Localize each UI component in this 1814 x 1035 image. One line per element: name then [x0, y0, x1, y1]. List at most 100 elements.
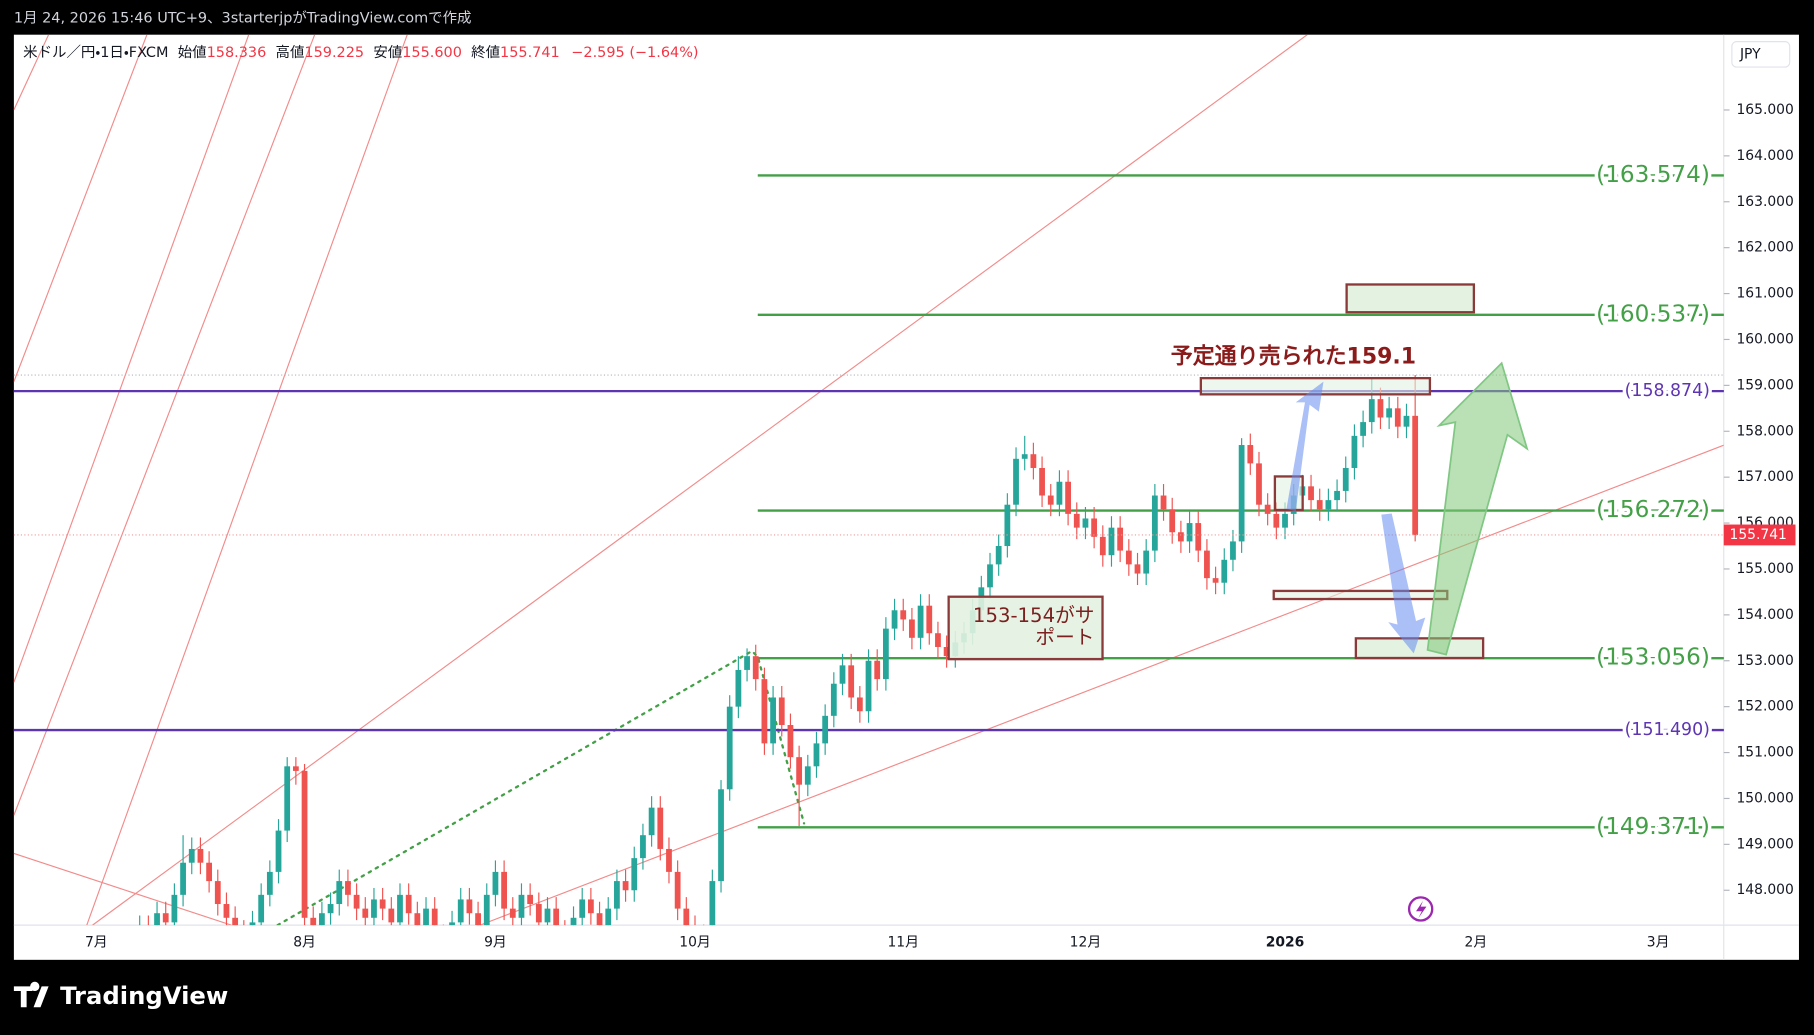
candle-body — [935, 633, 941, 647]
brand-icon — [13, 981, 49, 1008]
candle-body — [501, 871, 508, 909]
candle-body — [1351, 435, 1358, 468]
candle-body — [1334, 490, 1340, 501]
candle-body — [1264, 504, 1271, 514]
candle-body — [310, 917, 317, 926]
candle-body — [674, 871, 681, 909]
candle-body — [1273, 513, 1280, 528]
level-label: (151.490) — [1625, 720, 1710, 740]
open-value: 158.336 — [207, 45, 267, 61]
candle-body — [492, 871, 499, 895]
axes: 148.000 149.000 150.000 151.000 152.000 153.0… — [85, 102, 1794, 951]
candle-body — [614, 881, 620, 909]
candle-body — [1204, 550, 1210, 579]
candle-body — [666, 848, 672, 872]
y-tick-label: 164.000 — [1736, 148, 1793, 164]
candle-body — [813, 743, 820, 767]
candle-body — [778, 697, 785, 726]
candle-body — [1039, 467, 1045, 496]
candle-body — [822, 715, 829, 744]
candle-body — [1004, 504, 1011, 547]
candle-body — [761, 679, 768, 744]
candle-body — [1160, 495, 1167, 510]
candle-body — [353, 894, 360, 909]
legend-header: 米ドル／円・1日・FXCM 始値158.336 高値159.225 安値155.… — [23, 44, 698, 61]
candle-body — [275, 830, 282, 872]
candle-body — [891, 610, 898, 629]
candle-body — [509, 908, 516, 918]
candle-body — [544, 908, 551, 923]
candle-body — [431, 908, 438, 926]
candle-body — [266, 871, 273, 895]
trend-line — [13, 34, 148, 382]
candle-body — [1099, 536, 1106, 556]
candle-body — [1013, 458, 1019, 505]
candle-body — [301, 770, 308, 918]
brand-logo: TradingView — [13, 981, 228, 1010]
change: −2.595 (−1.64%) — [571, 45, 698, 61]
candle-body — [726, 706, 733, 790]
y-tick-label: 163.000 — [1736, 194, 1793, 210]
level-label: (149.371) — [1596, 814, 1710, 840]
candle-body — [718, 789, 724, 882]
candle-body — [1308, 486, 1314, 501]
x-tick-label: 3月 — [1647, 934, 1670, 950]
candle-body — [206, 862, 212, 882]
candle-body — [388, 908, 395, 923]
candle-body — [865, 660, 872, 712]
candle-body — [943, 646, 950, 657]
candle-body — [744, 656, 750, 670]
trend-line — [92, 34, 1308, 926]
candle-body — [397, 894, 403, 923]
candle-body — [683, 908, 690, 926]
level-label: (156.272) — [1596, 497, 1710, 523]
currency-button[interactable] — [1731, 41, 1791, 68]
candle-body — [1082, 518, 1089, 528]
candle-body — [579, 899, 586, 918]
candle-body — [830, 683, 837, 716]
y-tick-label: 165.000 — [1736, 102, 1793, 118]
level-label: (153.056) — [1596, 645, 1710, 671]
last-price-tag — [1723, 524, 1796, 546]
candle-body — [1169, 509, 1176, 533]
candle-body — [345, 881, 351, 895]
y-tick-label: 159.000 — [1736, 377, 1793, 393]
candle-body — [1030, 454, 1037, 468]
candle-body — [1377, 399, 1384, 418]
candle-body — [1212, 578, 1219, 583]
candle-body — [535, 904, 542, 923]
candle-body — [336, 881, 343, 905]
zone-box — [1272, 589, 1449, 601]
candle-body — [796, 757, 803, 785]
candle-body — [414, 913, 421, 926]
drawings — [13, 34, 1724, 926]
candle-body — [223, 904, 230, 918]
candle-body — [787, 725, 794, 758]
candle-body — [917, 605, 924, 638]
currency[interactable]: JPY — [1739, 46, 1761, 62]
symbol: 米ドル／円・1日・FXCM — [23, 44, 168, 61]
levels: (158.874) (151.490) (163.574) (160.537) (156… — [13, 158, 1724, 843]
x-tick-label: 7月 — [85, 934, 108, 950]
candle-body — [249, 922, 256, 926]
candle-body — [1151, 495, 1158, 551]
candle-body — [909, 619, 915, 638]
level-label: (163.574) — [1596, 162, 1710, 188]
candle-body — [232, 917, 239, 926]
candle-body — [622, 881, 629, 891]
candle-body — [327, 904, 334, 914]
candle-body — [1091, 518, 1098, 537]
candle-body — [1186, 523, 1193, 542]
candle-body — [900, 610, 907, 620]
candle-body — [1394, 408, 1401, 427]
low-value: 155.600 — [402, 45, 462, 61]
candle-body — [1178, 532, 1184, 542]
chart-panel — [13, 34, 1799, 960]
candle-body — [657, 807, 664, 849]
candle-body — [856, 697, 863, 712]
candle-body — [1342, 467, 1349, 491]
annotation-box — [947, 595, 1104, 661]
candle-body — [1256, 463, 1262, 505]
y-tick-label: 151.000 — [1736, 745, 1793, 761]
